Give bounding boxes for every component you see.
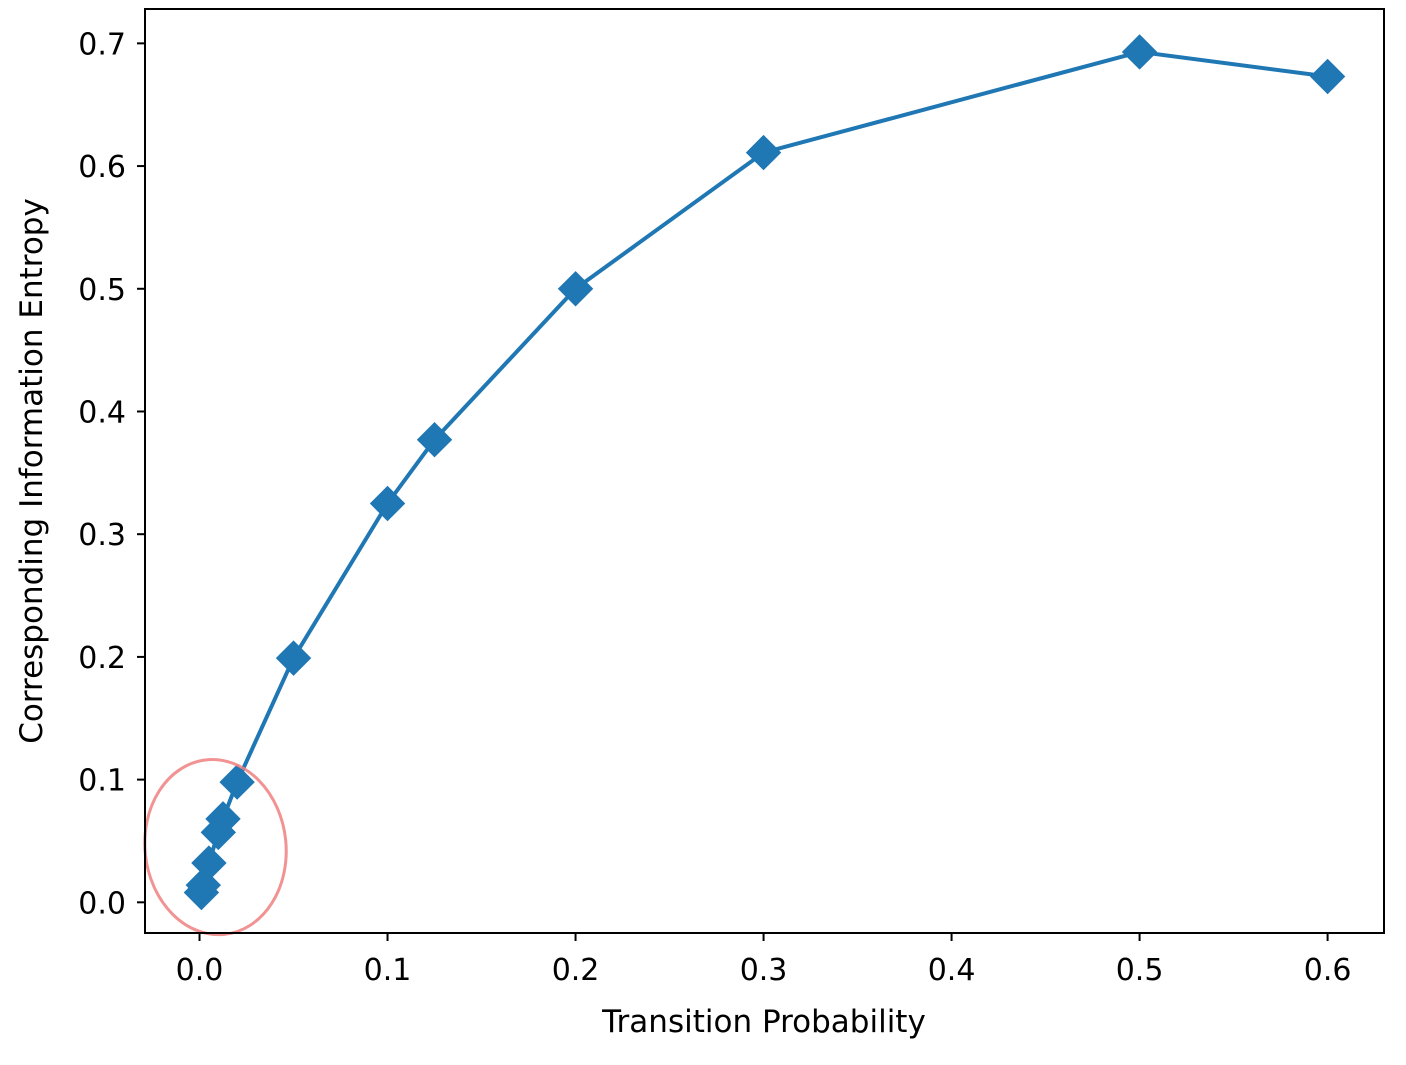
y-tick-label: 0.7 bbox=[78, 27, 126, 62]
y-tick-label: 0.6 bbox=[78, 150, 126, 185]
data-point-marker bbox=[745, 134, 782, 171]
x-tick-label: 0.1 bbox=[364, 953, 412, 988]
data-point-marker bbox=[191, 845, 227, 881]
x-tick-label: 0.6 bbox=[1304, 953, 1352, 988]
data-point-marker bbox=[219, 764, 255, 800]
y-axis: 0.0 0.1 0.2 0.3 0.4 0.5 0.6 0.7 bbox=[78, 27, 145, 921]
data-point-marker bbox=[275, 640, 312, 676]
plot-frame bbox=[144, 8, 1385, 934]
x-tick-label: 0.2 bbox=[552, 953, 600, 988]
data-point-marker bbox=[369, 485, 406, 522]
x-tick-label: 0.0 bbox=[176, 953, 224, 988]
y-axis-title: Corresponding Information Entropy bbox=[14, 198, 50, 744]
y-tick-label: 0.4 bbox=[78, 395, 126, 430]
y-tick-label: 0.0 bbox=[78, 886, 126, 921]
x-tick-label: 0.3 bbox=[740, 953, 788, 988]
x-tick-label: 0.4 bbox=[928, 953, 976, 988]
x-axis-title: Transition Probability bbox=[601, 1004, 926, 1040]
y-tick-label: 0.1 bbox=[78, 764, 126, 799]
data-point-marker bbox=[205, 801, 241, 837]
data-point-marker bbox=[1121, 34, 1158, 70]
series-layer bbox=[183, 34, 1346, 911]
x-tick-label: 0.5 bbox=[1116, 953, 1164, 988]
data-point-marker bbox=[416, 422, 453, 458]
y-tick-label: 0.3 bbox=[78, 518, 126, 553]
y-tick-label: 0.2 bbox=[78, 641, 126, 676]
y-tick-label: 0.5 bbox=[78, 273, 126, 308]
data-point-marker bbox=[1309, 58, 1346, 95]
data-point-marker bbox=[557, 271, 594, 307]
x-axis: 0.0 0.1 0.2 0.3 0.4 0.5 0.6 bbox=[176, 933, 1352, 988]
